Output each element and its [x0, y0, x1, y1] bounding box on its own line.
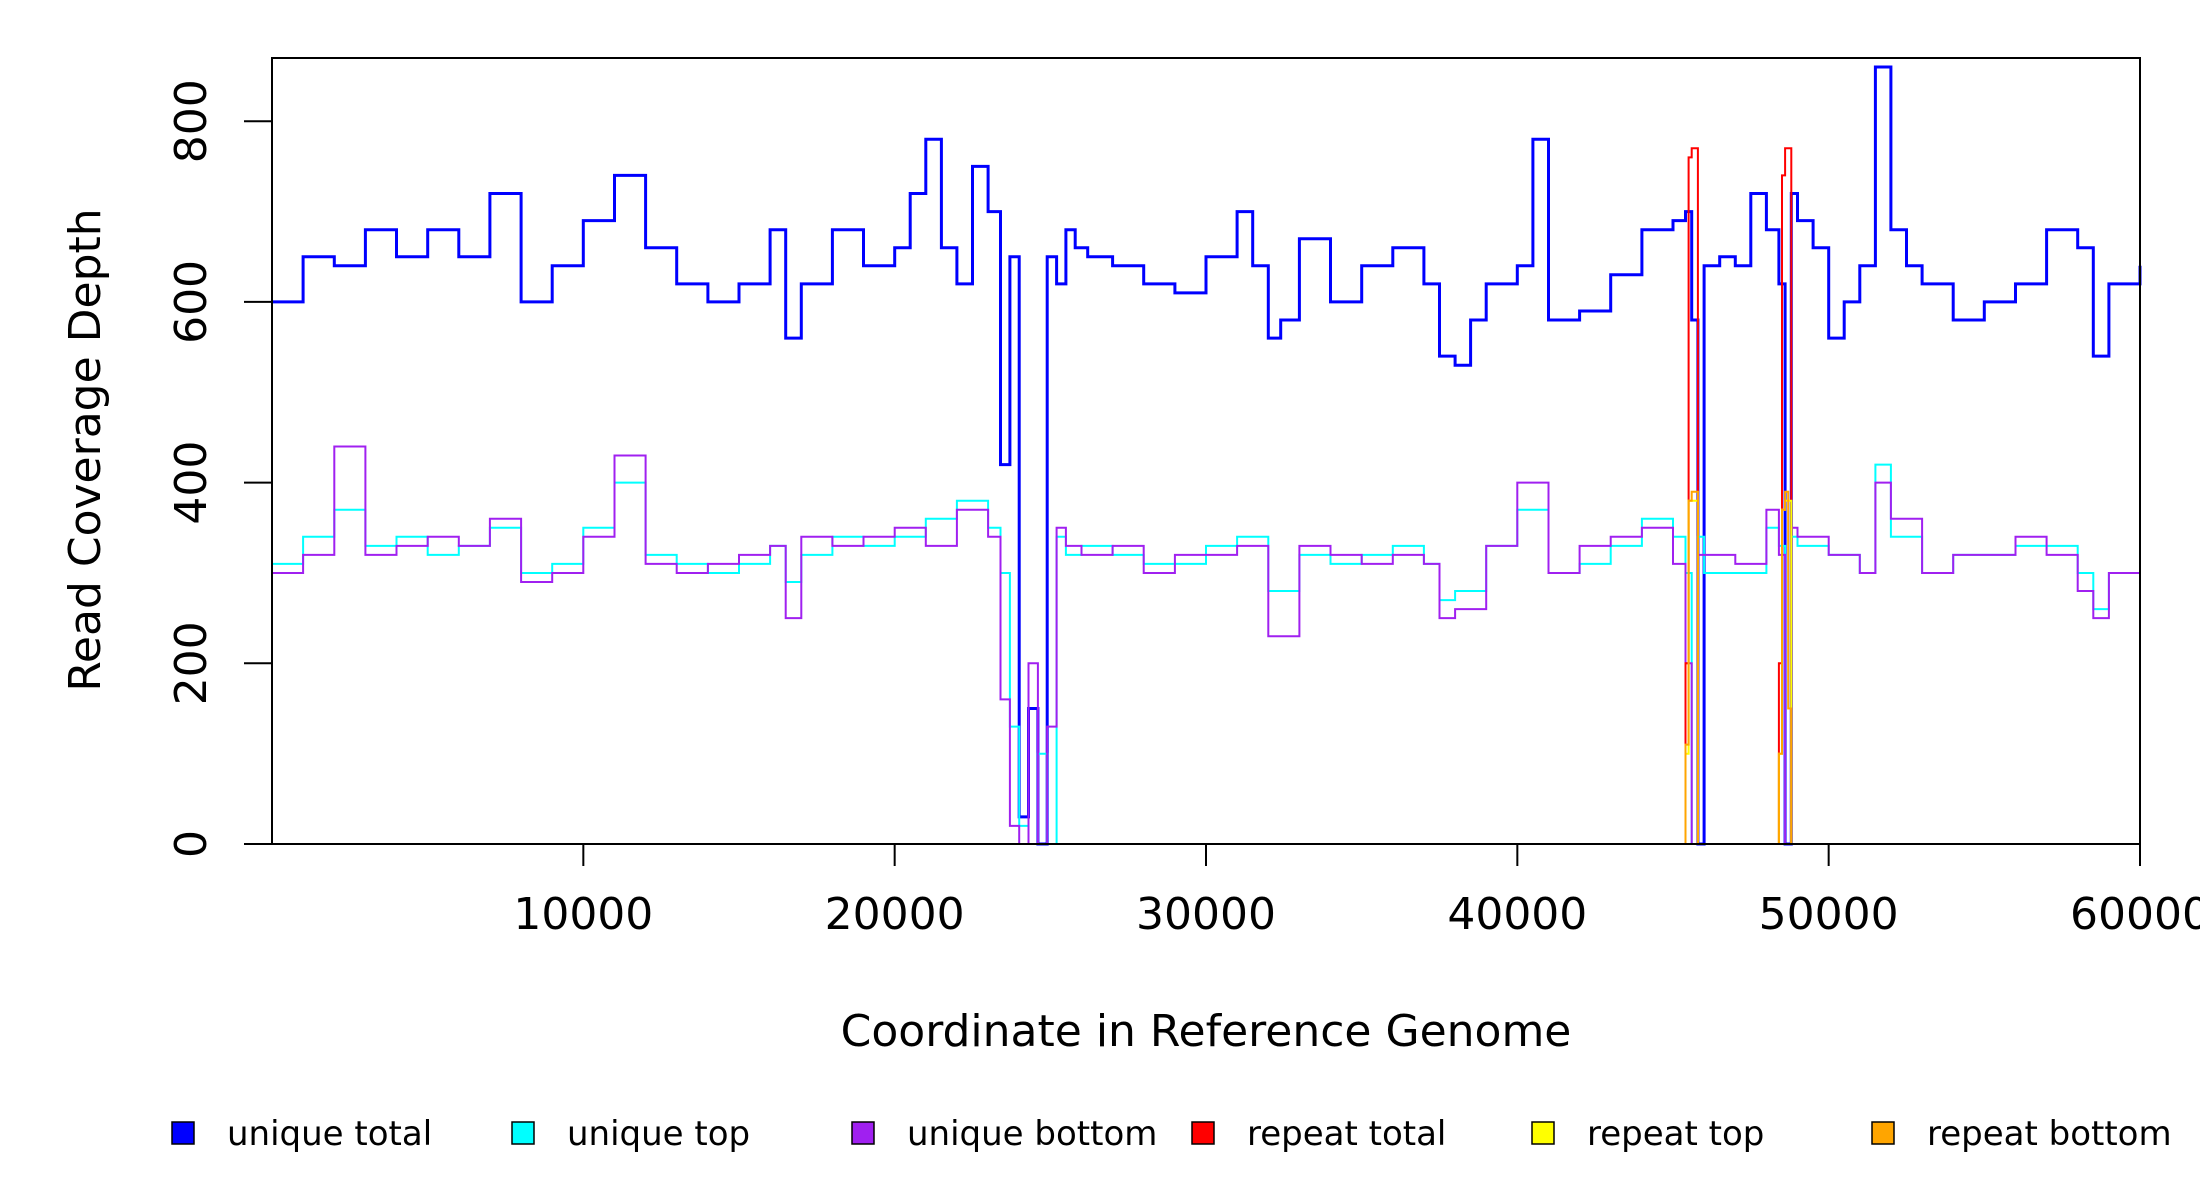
legend-swatch-unique-bottom	[851, 1121, 875, 1145]
legend-label-repeat-total: repeat total	[1247, 1114, 1446, 1154]
series-line-unique-total	[272, 65, 2142, 846]
y-axis: 0 200 400 600 800	[166, 79, 272, 858]
x-tick-label: 20000	[825, 889, 965, 940]
legend-swatch-repeat-bottom	[1871, 1121, 1895, 1145]
x-axis: 10000 20000 30000 40000 50000 60000	[513, 844, 2200, 940]
legend-label-repeat-bottom: repeat bottom	[1927, 1114, 2172, 1154]
x-tick-label: 60000	[2070, 889, 2200, 940]
series-line-repeat-bottom	[272, 490, 2140, 845]
y-tick-label: 600	[166, 260, 217, 344]
legend-label-unique-total: unique total	[227, 1114, 432, 1154]
y-tick-label: 200	[166, 621, 217, 705]
y-tick-label: 0	[166, 830, 217, 858]
legend-label-unique-bottom: unique bottom	[907, 1114, 1157, 1154]
legend-label-repeat-top: repeat top	[1587, 1114, 1764, 1154]
series-line-unique-top	[272, 463, 2141, 845]
x-tick-label: 30000	[1136, 889, 1276, 940]
x-axis-title: Coordinate in Reference Genome	[841, 1006, 1572, 1057]
series-line-repeat-total	[272, 147, 2140, 845]
legend: unique total unique top unique bottom repea…	[171, 1114, 2172, 1154]
x-tick-label: 40000	[1447, 889, 1587, 940]
x-tick-label: 50000	[1759, 889, 1899, 940]
plot-frame	[271, 57, 2141, 845]
legend-swatch-unique-top	[511, 1121, 535, 1145]
series-layer	[272, 65, 2142, 846]
y-tick-label: 400	[166, 441, 217, 525]
y-axis-title: Read Coverage Depth	[60, 208, 111, 691]
x-tick-label: 10000	[513, 889, 653, 940]
series-line-unique-bottom	[272, 445, 2141, 845]
legend-swatch-repeat-top	[1531, 1121, 1555, 1145]
legend-label-unique-top: unique top	[567, 1114, 750, 1154]
legend-swatch-repeat-total	[1191, 1121, 1215, 1145]
y-tick-label: 800	[166, 79, 217, 163]
legend-swatch-unique-total	[171, 1121, 195, 1145]
